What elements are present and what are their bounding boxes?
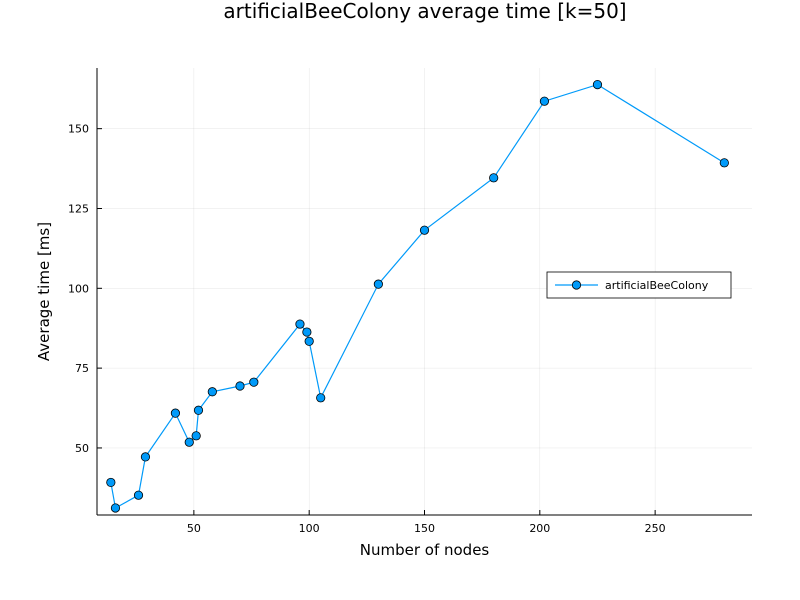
data-point[interactable] bbox=[302, 327, 312, 337]
y-tick-label: 125 bbox=[68, 202, 89, 215]
data-point[interactable] bbox=[106, 477, 116, 488]
y-tick-label: 150 bbox=[68, 123, 89, 136]
y-tick-label: 50 bbox=[75, 442, 89, 455]
data-point[interactable] bbox=[592, 80, 603, 90]
y-axis-label: Average time [ms] bbox=[35, 222, 53, 361]
data-point[interactable] bbox=[140, 452, 151, 462]
data-point[interactable] bbox=[373, 279, 383, 289]
data-point[interactable] bbox=[235, 381, 245, 391]
data-point[interactable] bbox=[719, 158, 729, 168]
data-point[interactable] bbox=[295, 319, 305, 329]
data-point[interactable] bbox=[304, 336, 314, 346]
data-point[interactable] bbox=[207, 387, 217, 397]
chart-title: artificialBeeColony average time [k=50] bbox=[223, 0, 626, 23]
x-ticks: 50 100 150 200 250 bbox=[187, 510, 666, 535]
data-point[interactable] bbox=[191, 431, 201, 441]
data-point[interactable] bbox=[133, 490, 144, 500]
legend-label: artificialBeeColony bbox=[605, 279, 709, 292]
data-point[interactable] bbox=[249, 377, 259, 387]
x-tick-label: 200 bbox=[529, 522, 550, 535]
data-point[interactable] bbox=[539, 96, 550, 106]
x-axis-label: Number of nodes bbox=[360, 541, 490, 559]
data-point[interactable] bbox=[170, 408, 181, 418]
y-tick-label: 100 bbox=[68, 282, 89, 295]
x-tick-label: 250 bbox=[645, 522, 666, 535]
data-point[interactable] bbox=[419, 225, 430, 235]
data-point[interactable] bbox=[184, 437, 194, 447]
series-layer bbox=[106, 80, 729, 513]
data-point[interactable] bbox=[110, 503, 121, 513]
data-point[interactable] bbox=[316, 393, 326, 403]
data-point[interactable] bbox=[193, 405, 204, 415]
legend[interactable]: artificialBeeColony bbox=[546, 271, 732, 299]
x-tick-label: 150 bbox=[414, 522, 435, 535]
legend-marker-icon bbox=[571, 280, 582, 290]
x-tick-label: 100 bbox=[299, 522, 320, 535]
x-tick-label: 50 bbox=[187, 522, 201, 535]
y-ticks: 50 75 100 125 150 bbox=[68, 123, 102, 455]
y-tick-label: 75 bbox=[75, 362, 89, 375]
data-point[interactable] bbox=[489, 173, 499, 183]
